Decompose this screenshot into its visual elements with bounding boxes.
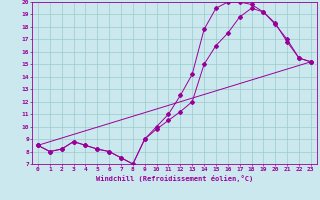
X-axis label: Windchill (Refroidissement éolien,°C): Windchill (Refroidissement éolien,°C) — [96, 175, 253, 182]
